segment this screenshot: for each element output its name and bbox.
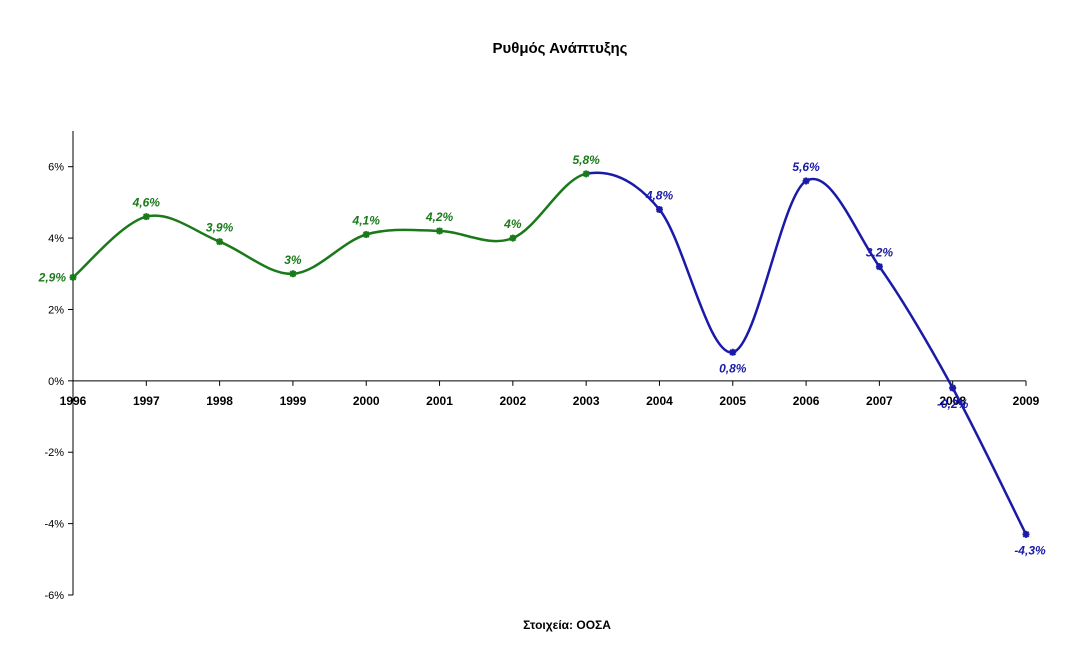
data-label: 4,1%	[352, 214, 381, 228]
y-tick-label: 0%	[48, 376, 64, 388]
series-line-segment-2	[584, 171, 1028, 536]
x-tick-label: 2000	[353, 394, 380, 408]
y-tick-label: 2%	[48, 304, 64, 316]
x-tick-label: 2001	[426, 394, 453, 408]
x-tick-label: 2008	[939, 394, 966, 408]
data-point-marker	[436, 227, 444, 235]
x-tick-label: 2007	[866, 394, 893, 408]
y-tick-label: -4%	[44, 519, 64, 531]
x-tick-label: 2002	[499, 394, 526, 408]
y-tick-label: 6%	[48, 162, 64, 174]
data-label: 4,6%	[132, 196, 161, 210]
y-tick-label: -6%	[44, 590, 64, 602]
data-label: 4%	[503, 217, 522, 231]
data-point-marker	[1022, 530, 1030, 538]
data-label: 3,9%	[206, 221, 234, 235]
data-point-marker	[949, 384, 957, 392]
x-tick-label: 2004	[646, 394, 673, 408]
data-label: 4,8%	[645, 189, 674, 203]
data-label: 3%	[284, 253, 302, 267]
data-labels: 2,9% 4,6% 3,9% 3% 4,1% 4,2% 4% 5,8% 4,8% 0,8% 5,6%…	[38, 153, 1046, 557]
data-point-marker	[655, 206, 663, 214]
y-ticks: 6% 4% 2% 0% -2% -4% -6%	[44, 162, 73, 602]
data-label: -0,2%	[937, 397, 969, 411]
data-label: 4,2%	[425, 210, 454, 224]
data-label: 5,6%	[792, 160, 820, 174]
data-label: 3,2%	[866, 246, 894, 260]
data-point-marker	[582, 170, 590, 178]
y-tick-label: 4%	[48, 233, 64, 245]
y-tick-label: -2%	[44, 447, 64, 459]
data-point-marker	[142, 213, 150, 221]
data-point-marker	[509, 234, 517, 242]
data-point-marker	[69, 273, 77, 281]
x-tick-label: 2009	[1013, 394, 1040, 408]
source-note: Στοιχεία: ΟΟΣΑ	[523, 618, 611, 632]
data-point-marker	[289, 270, 297, 278]
x-tick-label: 1998	[206, 394, 233, 408]
chart-title: Ρυθμός Ανάπτυξης	[493, 40, 628, 57]
x-tick-label: 2005	[719, 394, 746, 408]
x-tick-label: 1999	[280, 394, 307, 408]
x-tick-label: 2003	[573, 394, 600, 408]
axes	[72, 131, 1026, 595]
x-tick-label: 1996	[60, 394, 87, 408]
x-tick-label: 2006	[793, 394, 820, 408]
data-point-marker	[216, 238, 224, 246]
data-point-marker	[362, 231, 370, 239]
data-label: -4,3%	[1014, 543, 1046, 557]
data-point-marker	[875, 263, 883, 271]
data-markers	[69, 170, 1030, 538]
x-ticks: 1996 1997 1998 1999 2000 2001 2002 2003 2004 2005…	[60, 380, 1040, 408]
data-point-marker	[729, 348, 737, 356]
data-label: 0,8%	[719, 361, 747, 375]
data-label: 5,8%	[572, 153, 600, 167]
data-label: 2,9%	[38, 270, 67, 284]
data-point-marker	[802, 177, 810, 185]
x-tick-label: 1997	[133, 394, 160, 408]
